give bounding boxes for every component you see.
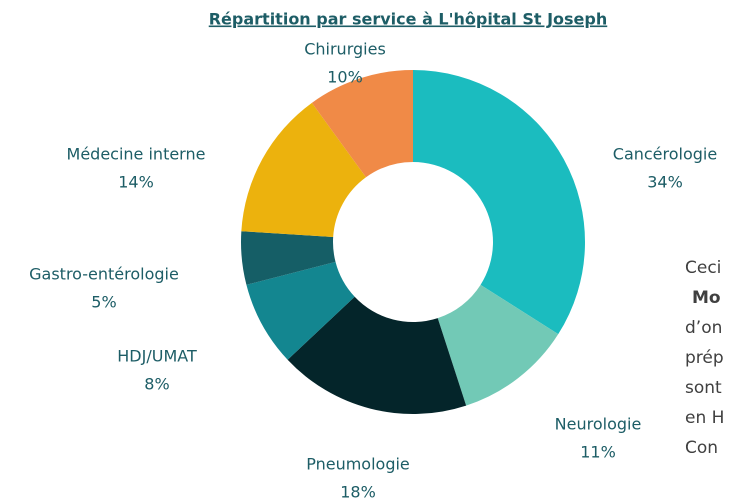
slice-value: 18% [340, 483, 376, 502]
donut-slice [413, 70, 585, 335]
slice-label: Pneumologie [306, 455, 410, 474]
side-text: Con [685, 438, 718, 458]
side-text: Mo [692, 288, 721, 308]
donut-slice [241, 102, 366, 237]
donut-slice [240, 231, 336, 285]
side-text: sont [685, 378, 722, 398]
slice-value: 14% [118, 173, 154, 192]
slice-label: Cancérologie [613, 145, 717, 164]
side-text: Ceci [685, 258, 721, 278]
slice-label: Chirurgies [304, 40, 386, 59]
donut-slice [246, 261, 355, 360]
slice-label: HDJ/UMAT [117, 347, 197, 366]
chart-title: Répartition par service à L'hôpital St J… [209, 10, 608, 29]
slice-value: 11% [580, 443, 616, 462]
donut-slice [437, 284, 559, 406]
side-text: d’on [685, 318, 722, 338]
slice-value: 10% [327, 68, 363, 87]
slice-label: Neurologie [555, 415, 642, 434]
side-text: prép [685, 348, 724, 368]
slice-label: Gastro-entérologie [29, 265, 179, 284]
donut-slice [287, 296, 467, 414]
slice-value: 34% [647, 173, 683, 192]
donut-slice [311, 70, 413, 178]
side-text: en H [685, 408, 724, 428]
slice-value: 8% [144, 375, 169, 394]
slice-value: 5% [91, 293, 116, 312]
slice-label: Médecine interne [67, 145, 206, 164]
